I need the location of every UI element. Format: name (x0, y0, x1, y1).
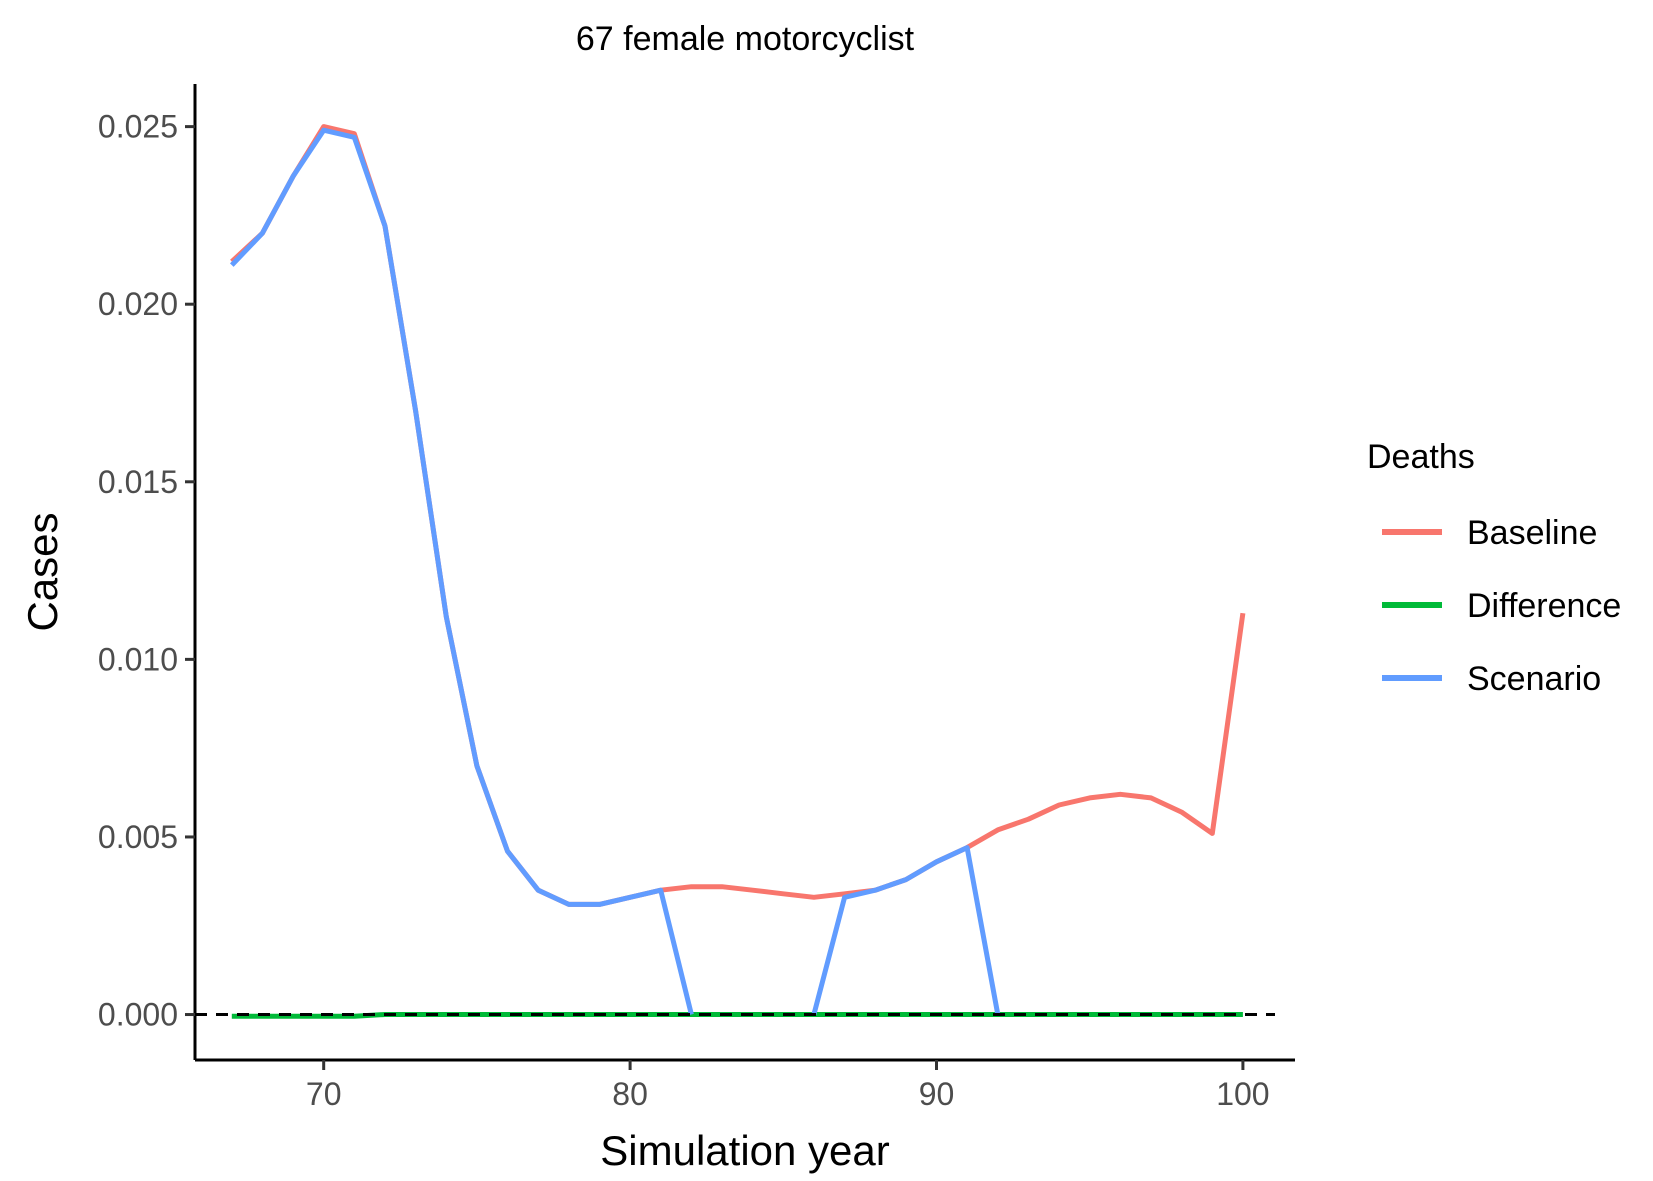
legend: Deaths Baseline Difference Scenario (1367, 438, 1621, 698)
plot-lines (195, 124, 1275, 1019)
y-axis-ticks: 0.000 0.005 0.010 0.015 0.020 0.025 (98, 109, 195, 1033)
chart-title: 67 female motorcyclist (576, 20, 915, 58)
x-tick-label: 90 (919, 1076, 955, 1112)
x-axis-title: Simulation year (600, 1127, 889, 1174)
y-tick-label: 0.000 (98, 997, 178, 1033)
y-tick-label: 0.015 (98, 464, 178, 500)
series-line-scenario (229, 127, 1001, 1016)
x-axis-ticks: 70 80 90 100 (306, 1060, 1270, 1112)
x-tick-label: 80 (612, 1076, 648, 1112)
legend-title: Deaths (1367, 438, 1475, 476)
y-axis-title: Cases (19, 512, 66, 631)
y-tick-label: 0.025 (98, 109, 178, 145)
legend-label-scenario: Scenario (1467, 660, 1601, 698)
x-tick-label: 70 (306, 1076, 342, 1112)
x-tick-label: 100 (1216, 1076, 1269, 1112)
series-line-baseline (230, 124, 1246, 907)
y-tick-label: 0.010 (98, 641, 178, 677)
series-line-difference (231, 1012, 1243, 1019)
legend-label-difference: Difference (1467, 587, 1621, 625)
legend-label-baseline: Baseline (1467, 514, 1597, 552)
y-tick-label: 0.005 (98, 819, 178, 855)
legend-items: Baseline Difference Scenario (1382, 514, 1621, 698)
y-tick-label: 0.020 (98, 286, 178, 322)
